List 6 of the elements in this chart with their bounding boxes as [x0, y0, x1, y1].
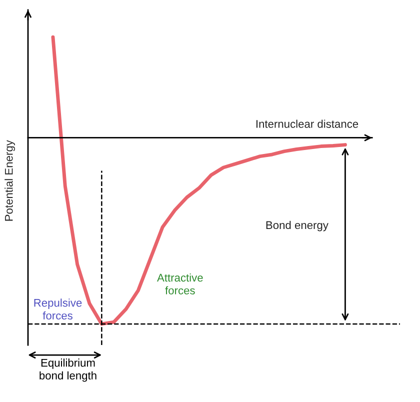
- text: Equilibrium bond length: [40, 358, 96, 382]
- annotation: Bond energy: [266, 220, 328, 232]
- y-axis-title: Potential Energy: [4, 140, 15, 221]
- annotation: Repulsive forces: [34, 298, 82, 320]
- x-axis-title: Internuclear distance: [256, 120, 358, 128]
- annotation: Attractive forces: [157, 273, 203, 294]
